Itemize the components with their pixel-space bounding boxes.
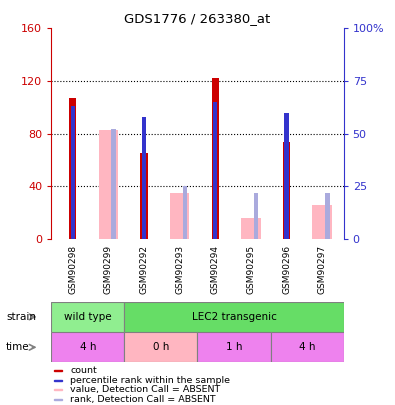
Text: value, Detection Call = ABSENT: value, Detection Call = ABSENT (70, 385, 220, 394)
Bar (124, 332, 198, 362)
Bar (283, 142, 290, 239)
Bar (69, 98, 76, 239)
Bar (141, 153, 148, 239)
Bar (254, 193, 258, 239)
Bar (54, 399, 62, 400)
Bar (51, 332, 124, 362)
Text: rank, Detection Call = ABSENT: rank, Detection Call = ABSENT (70, 395, 216, 404)
Bar (284, 113, 289, 239)
Bar (51, 302, 124, 332)
Bar (54, 370, 62, 371)
Bar (124, 302, 344, 332)
Bar (271, 332, 344, 362)
Text: 0 h: 0 h (153, 342, 169, 352)
Bar (213, 102, 218, 239)
Bar (142, 117, 146, 239)
Bar (54, 379, 62, 381)
Bar (241, 218, 261, 239)
Bar (212, 79, 219, 239)
Text: time: time (6, 342, 30, 352)
Bar (54, 389, 62, 390)
Text: percentile rank within the sample: percentile rank within the sample (70, 376, 230, 385)
Text: count: count (70, 366, 97, 375)
Text: 4 h: 4 h (80, 342, 96, 352)
Bar (198, 332, 271, 362)
Text: GDS1776 / 263380_at: GDS1776 / 263380_at (124, 12, 271, 25)
Text: strain: strain (6, 312, 36, 322)
Bar (325, 193, 329, 239)
Bar (99, 130, 118, 239)
Bar (182, 186, 187, 239)
Bar (312, 205, 332, 239)
Text: 1 h: 1 h (226, 342, 242, 352)
Bar (170, 193, 190, 239)
Text: wild type: wild type (64, 312, 112, 322)
Text: LEC2 transgenic: LEC2 transgenic (192, 312, 276, 322)
Bar (111, 130, 116, 239)
Bar (71, 106, 75, 239)
Text: 4 h: 4 h (299, 342, 315, 352)
